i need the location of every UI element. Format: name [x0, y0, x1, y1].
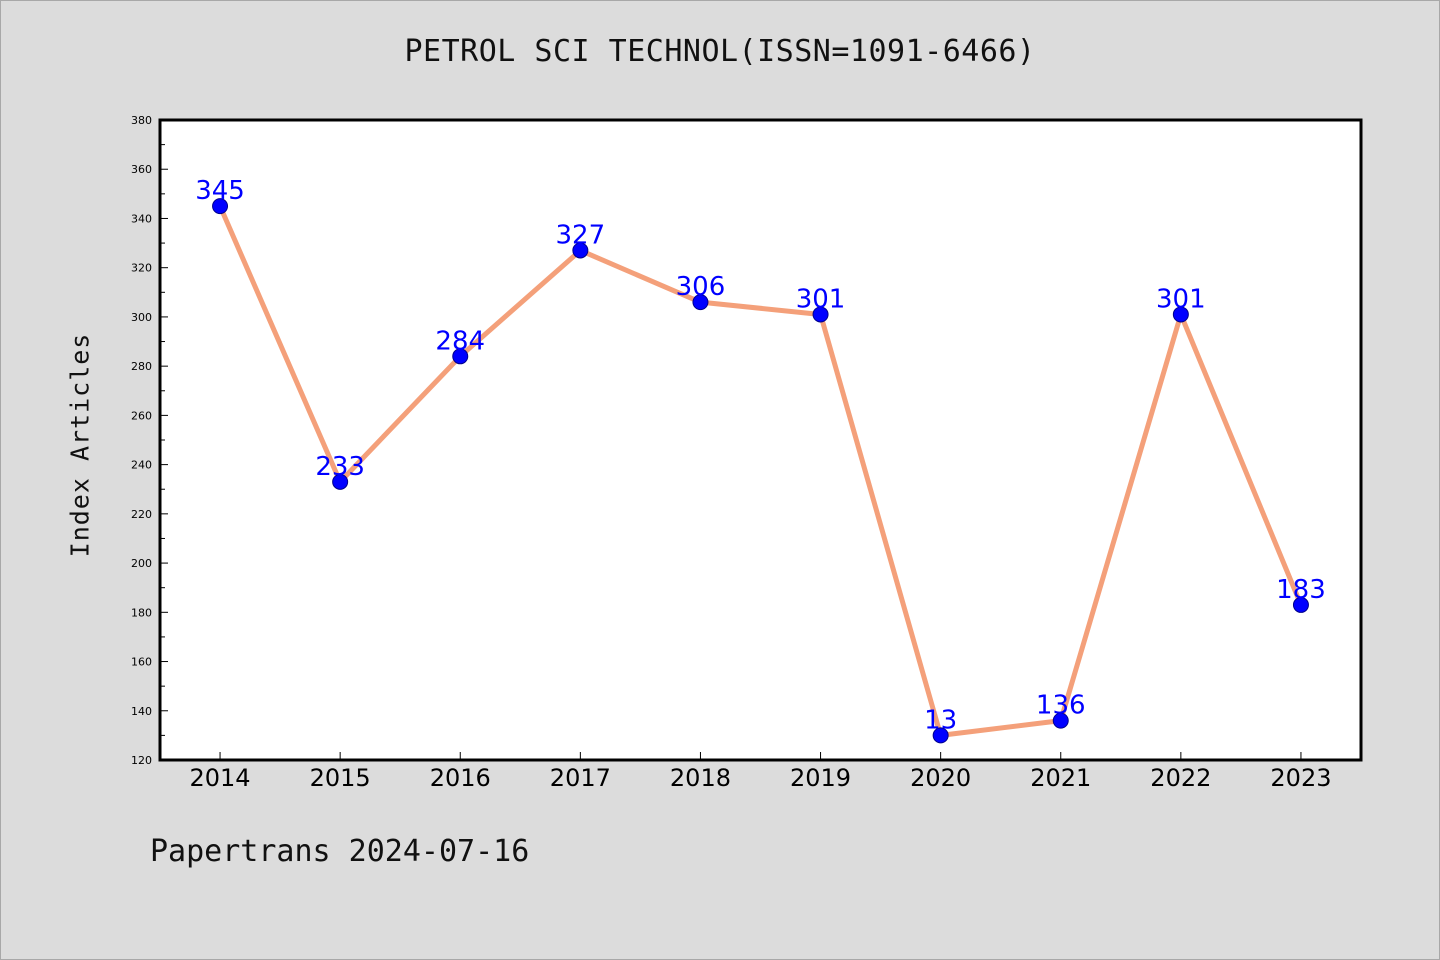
series-line [217, 203, 1304, 738]
data-point [452, 348, 469, 365]
data-point [692, 294, 709, 311]
data-label: 306 [676, 272, 726, 302]
footer-source-date: Papertrans 2024-07-16 [150, 834, 530, 869]
x-tick-label: 2020 [910, 764, 971, 792]
data-labels: 345 233 284 327 306 301 13 136 301 183 [195, 176, 1326, 735]
x-tick-label: 2019 [790, 764, 851, 792]
plot-area [160, 120, 1361, 760]
x-tick-label: 2018 [670, 764, 731, 792]
y-tick-label: 360 [131, 163, 152, 176]
data-label: 301 [1156, 284, 1206, 314]
data-label: 233 [315, 452, 365, 482]
data-label: 183 [1276, 575, 1326, 605]
y-tick-label: 380 [131, 114, 152, 127]
x-tick-label: 2023 [1270, 764, 1331, 792]
y-tick-label: 300 [131, 311, 152, 324]
y-tick-label: 280 [131, 360, 152, 373]
x-tick-label: 2016 [430, 764, 491, 792]
x-tick-label: 2017 [550, 764, 611, 792]
x-tick-label: 2015 [310, 764, 371, 792]
data-point [212, 198, 229, 215]
data-label: 136 [1036, 691, 1086, 721]
y-tick-label: 320 [131, 262, 152, 275]
x-tick-label: 2021 [1030, 764, 1091, 792]
y-tick-label: 240 [131, 459, 152, 472]
y-tick-label: 180 [131, 606, 152, 619]
data-point [1292, 596, 1309, 613]
x-tick-label: 2022 [1150, 764, 1211, 792]
y-tick-label: 340 [131, 212, 152, 225]
y-axis: 120 140 160 180 200 220 240 260 280 300 320 340 360 3… [131, 114, 168, 767]
plot-border [158, 118, 1363, 762]
y-tick-label: 260 [131, 409, 152, 422]
chart-title: PETROL SCI TECHNOL(ISSN=1091-6466) [404, 34, 1036, 69]
data-label: 327 [556, 220, 606, 250]
y-tick-label: 140 [131, 705, 152, 718]
data-point [812, 306, 829, 323]
x-axis: 2014 2015 2016 2017 2018 2019 2020 2021 2022 2023 [190, 752, 1331, 792]
y-tick-label: 200 [131, 557, 152, 570]
data-point [932, 727, 949, 744]
data-label: 13 [924, 705, 957, 735]
data-point [1052, 712, 1069, 729]
data-label: 284 [435, 326, 485, 356]
y-tick-label: 220 [131, 508, 152, 521]
data-point [1172, 306, 1189, 323]
data-markers [212, 198, 1309, 744]
y-tick-label: 160 [131, 656, 152, 669]
data-label: 301 [796, 284, 846, 314]
data-point [332, 473, 349, 490]
data-label: 345 [195, 176, 245, 206]
x-tick-label: 2014 [190, 764, 251, 792]
data-point [572, 242, 589, 259]
y-tick-label: 120 [131, 754, 152, 767]
